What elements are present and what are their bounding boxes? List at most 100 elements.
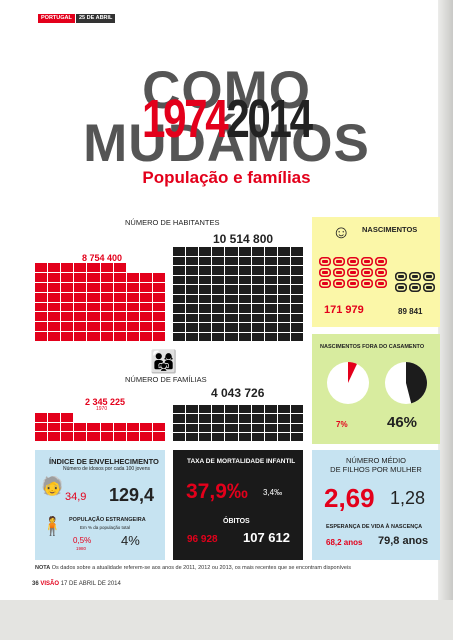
grid-cell [113, 282, 126, 292]
grid-cell [225, 432, 238, 441]
grid-cell [35, 312, 48, 322]
grid-cell [74, 312, 87, 322]
grid-cell [290, 266, 303, 275]
grid-cell [264, 313, 277, 322]
grid-cell [225, 247, 238, 256]
grid-cell [199, 414, 212, 423]
population-label: NÚMERO DE HABITANTES [125, 218, 220, 227]
families-2014-grid [173, 405, 303, 441]
grid-cell [35, 322, 48, 332]
grid-cell [35, 282, 48, 292]
grid-cell [277, 313, 290, 322]
grid-cell [238, 256, 251, 265]
grid-cell [238, 275, 251, 284]
pie-1974-slice [348, 362, 357, 383]
baby-icon [319, 257, 331, 266]
baby-icon [409, 272, 421, 281]
note-label: NOTA [35, 565, 51, 571]
grid-cell [87, 432, 100, 441]
grid-cell [186, 285, 199, 294]
grid-cell [61, 292, 74, 302]
pie-2014-slice [406, 362, 427, 404]
grid-cell [186, 247, 199, 256]
foreign-year-note: 1980 [76, 546, 87, 551]
main-title: COMO MUDÁMOS [83, 61, 370, 173]
grid-cell [126, 432, 139, 441]
grid-cell [87, 413, 99, 422]
aging-note: Número de idosos por cada 100 jovens [63, 466, 150, 472]
grid-cell [199, 423, 212, 432]
grid-cell [113, 263, 126, 272]
grid-cell [173, 432, 186, 441]
baby-icon [409, 283, 421, 292]
grid-cell [139, 302, 152, 312]
grid-cell [126, 422, 139, 432]
grid-cell [212, 313, 225, 322]
grid-cell [277, 332, 290, 341]
grid-cell [290, 323, 303, 332]
grid-cell [290, 256, 303, 265]
population-1974: 8 754 400 [82, 253, 123, 263]
grid-cell [290, 423, 303, 432]
grid-cell [114, 413, 126, 422]
grid-cell [238, 405, 251, 414]
grid-cell [87, 282, 100, 292]
grid-cell [186, 323, 199, 332]
births-outside-pies [327, 362, 427, 404]
grid-cell [186, 423, 199, 432]
page-number: 36 [32, 581, 39, 587]
fertility-panel: NÚMERO MÉDIO DE FILHOS POR MULHER 2,69 1… [312, 450, 440, 560]
grid-cell [225, 304, 238, 313]
grid-cell [173, 275, 186, 284]
grid-cell [186, 275, 199, 284]
grid-cell [100, 422, 113, 432]
grid-cell [238, 266, 251, 275]
grid-cell [173, 332, 186, 341]
grid-cell [199, 266, 212, 275]
grid-cell [101, 413, 113, 422]
grid-cell [277, 285, 290, 294]
life-expectancy-2014: 79,8 anos [378, 535, 429, 547]
grid-cell [199, 432, 212, 441]
grid-cell [153, 263, 165, 272]
grid-cell [251, 423, 264, 432]
grid-cell [212, 332, 225, 341]
grid-cell [48, 422, 61, 432]
grid-cell [113, 272, 126, 282]
grid-cell [212, 423, 225, 432]
grid-cell [35, 432, 48, 441]
births-1974: 171 979 [324, 304, 364, 316]
year-start: 1974 [142, 89, 229, 149]
population-2014-grid [173, 247, 303, 341]
grid-cell [35, 413, 48, 422]
brand-name: VISÃO [40, 581, 60, 587]
grid-cell [277, 414, 290, 423]
grid-cell [74, 432, 87, 441]
baby-icon [395, 272, 407, 281]
life-expectancy-title: ESPERANÇA DE VIDA À NASCENÇA [326, 524, 423, 530]
grid-cell [61, 422, 74, 432]
grid-cell [48, 413, 61, 422]
grid-cell [186, 432, 199, 441]
baby-icon [319, 268, 331, 277]
grid-cell [74, 292, 87, 302]
grid-cell [186, 414, 199, 423]
grid-cell [212, 432, 225, 441]
grid-cell [277, 275, 290, 284]
grid-cell [140, 413, 152, 422]
grid-cell [251, 323, 264, 332]
grid-cell [277, 423, 290, 432]
grid-cell [127, 263, 139, 272]
grid-cell [264, 256, 277, 265]
grid-cell [238, 423, 251, 432]
grid-cell [113, 292, 126, 302]
grid-cell [100, 312, 113, 322]
grid-cell [264, 304, 277, 313]
grid-cell [74, 422, 87, 432]
grid-cell [100, 292, 113, 302]
grid-cell [238, 432, 251, 441]
grid-cell [48, 312, 61, 322]
issue-tag: 25 DE ABRIL [76, 14, 116, 23]
grid-cell [139, 282, 152, 292]
grid-cell [238, 304, 251, 313]
